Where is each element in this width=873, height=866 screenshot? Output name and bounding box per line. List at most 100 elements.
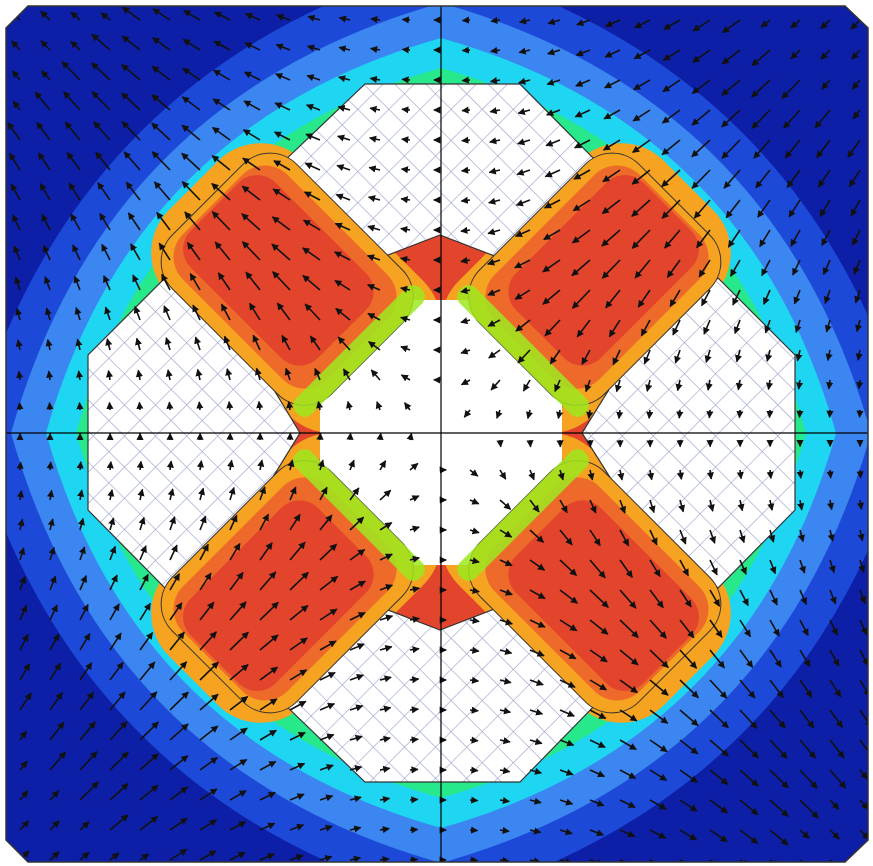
flux-arrow-683 (589, 709, 607, 720)
flux-arrow-523 (139, 545, 147, 561)
flux-arrow-176 (68, 182, 81, 201)
flux-arrow-439 (227, 459, 235, 471)
flux-arrow-262 (43, 276, 51, 291)
flux-arrow-189 (460, 196, 471, 204)
flux-arrow-676 (379, 705, 392, 713)
flux-arrow-444 (379, 460, 387, 471)
flux-arrow-679 (469, 706, 479, 714)
flux-arrow-699 (199, 725, 219, 741)
flux-arrow-330 (337, 336, 351, 351)
flux-arrow-120 (121, 121, 141, 141)
flux-arrow-666 (79, 691, 95, 711)
flux-arrow-364 (490, 379, 501, 391)
flux-arrow-353 (165, 369, 173, 381)
flux-arrow-697 (139, 721, 159, 741)
flux-arrow-140 (721, 139, 741, 159)
flux-arrow-221 (543, 229, 561, 241)
flux-arrow-22 (663, 19, 681, 31)
flux-arrow-438 (196, 460, 204, 471)
flux-arrow-777 (799, 799, 819, 819)
flux-arrow-770 (589, 799, 605, 807)
flux-arrow-590 (409, 615, 421, 624)
flux-arrow-368 (614, 379, 622, 393)
flux-arrow-721 (859, 739, 868, 759)
flux-arrow-178 (125, 181, 141, 201)
flux-arrow-391 (463, 409, 472, 418)
flux-arrow-13 (401, 16, 411, 24)
flux-arrow-164 (573, 169, 591, 180)
flux-arrow-61 (91, 62, 111, 81)
flux-arrow-538 (589, 559, 606, 579)
flux-arrow-824 (469, 856, 479, 862)
flux-arrow-588 (349, 611, 366, 621)
flux-arrow-536 (529, 559, 546, 571)
flux-arrow-32 (91, 33, 111, 51)
flux-arrow-115 (852, 109, 861, 120)
flux-arrow-461 (16, 489, 25, 501)
flux-arrow-796 (499, 826, 510, 834)
flux-arrow-477 (499, 499, 512, 510)
flux-arrow-382 (166, 401, 174, 411)
flux-arrow-247 (460, 256, 471, 265)
flux-arrow-325 (194, 336, 202, 351)
flux-arrow-118 (64, 121, 81, 141)
flux-arrow-510 (619, 529, 630, 547)
flux-arrow-576 (859, 589, 867, 605)
flux-arrow-301 (335, 307, 351, 321)
flux-arrow-648 (409, 676, 420, 684)
flux-arrow-577 (19, 604, 28, 621)
flux-arrow-610 (139, 631, 154, 651)
flux-arrow-211 (241, 213, 261, 231)
flux-arrow-618 (379, 644, 393, 652)
flux-arrow-455 (706, 469, 714, 480)
flux-arrow-753 (79, 781, 99, 801)
flux-arrow-387 (316, 400, 324, 411)
flux-arrow-285 (732, 289, 741, 306)
flux-arrow-722 (19, 760, 28, 771)
flux-arrow-282 (637, 289, 651, 308)
flux-arrow-756 (169, 786, 189, 801)
flux-arrow-25 (760, 19, 771, 28)
flux-arrow-471 (319, 486, 328, 501)
flux-arrow-660 (769, 679, 784, 699)
flux-arrow-139 (691, 139, 711, 158)
flux-arrow-526 (229, 542, 241, 561)
flux-arrow-324 (164, 337, 172, 351)
flux-arrow-354 (195, 368, 203, 381)
flux-arrow-384 (226, 400, 234, 411)
flux-arrow-317 (824, 319, 832, 333)
flux-arrow-7 (213, 11, 231, 21)
flux-arrow-641 (199, 661, 219, 681)
flux-arrow-11 (338, 15, 351, 23)
flux-arrow-340 (643, 349, 651, 365)
flux-arrow-194 (601, 199, 621, 215)
flux-arrow-230 (821, 229, 831, 247)
flux-arrow-532 (409, 555, 420, 563)
flux-arrow-728 (199, 756, 218, 771)
flux-arrow-680 (499, 707, 512, 715)
flux-arrow-154 (273, 160, 291, 171)
flux-arrow-169 (723, 169, 741, 189)
flux-arrow-331 (368, 340, 381, 351)
flux-arrow-259 (822, 259, 831, 276)
flux-arrow-550 (79, 574, 87, 591)
flux-arrow-667 (109, 691, 126, 711)
flux-arrow-103 (489, 107, 501, 115)
flux-arrow-321 (75, 338, 83, 351)
flux-arrow-735 (409, 766, 419, 774)
flux-arrow-323 (135, 337, 142, 351)
flux-arrow-36 (213, 40, 231, 51)
flux-arrow-740 (559, 769, 574, 776)
flux-arrow-761 (319, 794, 334, 802)
flux-arrow-209 (184, 211, 201, 231)
flux-arrow-180 (181, 181, 201, 201)
flux-arrow-517 (827, 529, 835, 542)
flux-arrow-310 (608, 319, 621, 338)
flux-arrow-511 (649, 529, 658, 546)
flux-arrow-490 (17, 518, 25, 531)
flux-arrow-513 (709, 529, 716, 544)
flux-arrow-284 (700, 289, 711, 307)
flux-arrow-237 (158, 242, 171, 261)
